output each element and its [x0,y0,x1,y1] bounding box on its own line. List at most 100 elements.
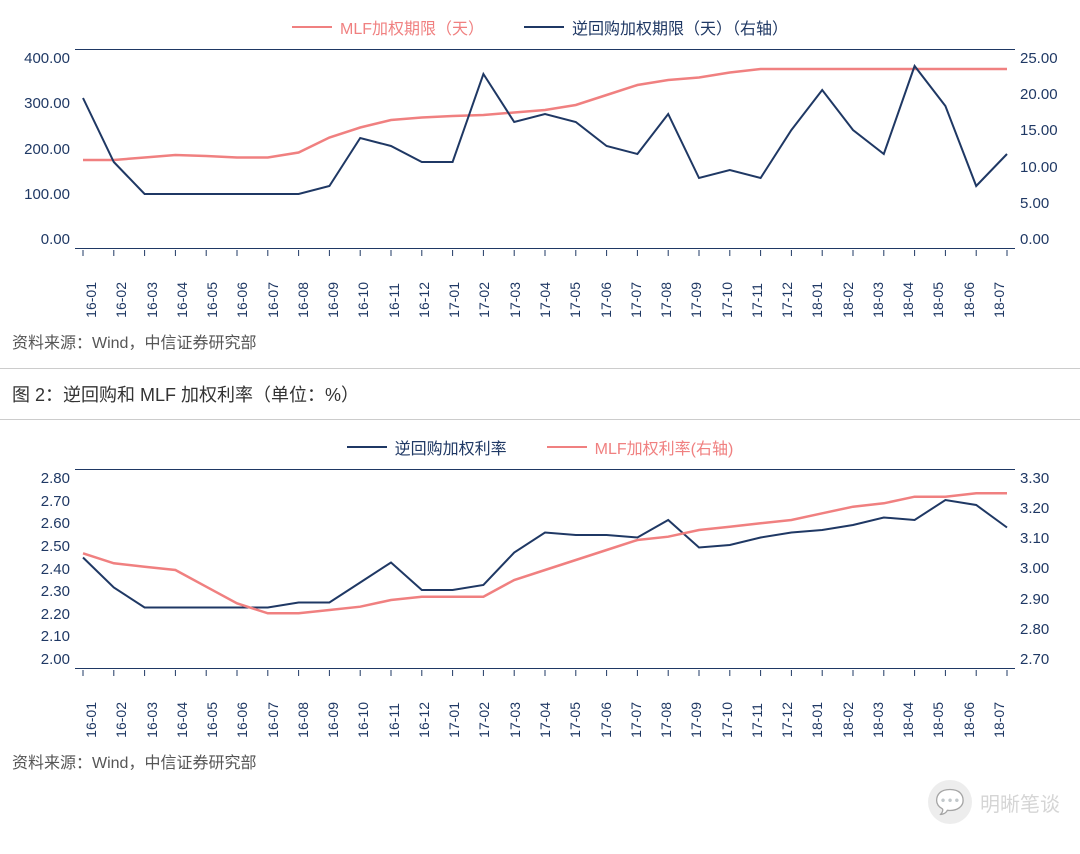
axis-tick-label: 3.30 [1020,470,1065,487]
x-tick-label: 17-12 [779,282,795,318]
axis-tick-label: 400.00 [20,50,70,67]
axis-tick-label: 2.80 [20,470,70,487]
x-tick-label: 16-10 [355,282,371,318]
x-tick-label: 16-12 [416,702,432,738]
x-tick-label: 18-05 [930,702,946,738]
x-tick-label: 18-06 [961,282,977,318]
x-tick-label: 17-08 [658,282,674,318]
x-tick-label: 17-03 [507,702,523,738]
legend-label-2: 逆回购加权期限（天）（右轴） [572,15,788,39]
axis-tick-label: 2.10 [20,628,70,645]
axis-tick-label: 2.50 [20,538,70,555]
axis-tick-label: 2.60 [20,515,70,532]
x-tick-label: 17-05 [567,282,583,318]
axis-tick-label: 2.70 [1020,651,1065,668]
x-tick-label: 16-11 [386,282,402,318]
x-tick-label: 16-09 [325,282,341,318]
axis-tick-label: 2.30 [20,583,70,600]
x-tick-label: 18-07 [991,702,1007,738]
x-tick-label: 18-01 [809,702,825,738]
x-tick-label: 16-07 [265,282,281,318]
x-tick-label: 16-05 [204,282,220,318]
x-tick-label: 17-12 [779,702,795,738]
x-tick-label: 17-04 [537,282,553,318]
x-tick-label: 17-01 [446,282,462,318]
axis-tick-label: 2.70 [20,493,70,510]
x-tick-label: 17-06 [598,282,614,318]
x-tick-label: 16-11 [386,702,402,738]
x-tick-label: 16-02 [113,702,129,738]
chart-1-plot-area: 400.00300.00200.00100.000.00 25.0020.001… [75,49,1015,249]
x-tick-label: 18-05 [930,282,946,318]
x-tick-label: 18-06 [961,702,977,738]
chart-2-legend: 逆回购加权利率 MLF加权利率(右轴) [10,420,1070,469]
axis-tick-label: 10.00 [1020,159,1065,176]
chart-2-y-axis-left: 2.80 2.70 2.60 2.50 2.40 2.30 2.20 2.10 2.00 [20,470,70,668]
x-tick-label: 16-07 [265,702,281,738]
x-tick-label: 17-02 [476,702,492,738]
x-tick-label: 16-12 [416,282,432,318]
chart-1-y-axis-right: 25.0020.0015.0010.005.000.00 [1020,50,1065,248]
x-tick-label: 16-01 [83,282,99,318]
axis-tick-label: 200.00 [20,141,70,158]
x-tick-label: 17-08 [658,702,674,738]
axis-tick-label: 100.00 [20,186,70,203]
x-tick-label: 18-04 [900,702,916,738]
axis-tick-label: 20.00 [1020,86,1065,103]
legend-item-mlf-rate: MLF加权利率(右轴) [547,435,734,459]
x-tick-label: 16-05 [204,702,220,738]
x-tick-label: 17-05 [567,702,583,738]
axis-tick-label: 2.90 [1020,591,1065,608]
x-tick-label: 16-03 [144,282,160,318]
x-tick-label: 17-09 [688,282,704,318]
x-tick-label: 16-01 [83,702,99,738]
x-tick-label: 18-03 [870,282,886,318]
axis-tick-label: 3.00 [1020,560,1065,577]
chart-1-y-axis-left: 400.00300.00200.00100.000.00 [20,50,70,248]
x-tick-label: 17-11 [749,282,765,318]
x-tick-label: 16-08 [295,282,311,318]
x-tick-label: 17-01 [446,702,462,738]
source-note-2: 资料来源：Wind，中信证券研究部 [12,749,1080,773]
legend-swatch-4 [547,446,587,448]
legend-label-3: 逆回购加权利率 [395,435,507,459]
chart-1-container: MLF加权期限（天） 逆回购加权期限（天）（右轴） 400.00300.0020… [10,0,1070,249]
axis-tick-label: 2.00 [20,651,70,668]
x-tick-label: 16-06 [234,702,250,738]
x-tick-label: 16-03 [144,702,160,738]
x-tick-label: 18-04 [900,282,916,318]
axis-tick-label: 25.00 [1020,50,1065,67]
x-tick-label: 16-04 [174,702,190,738]
chart-2-title: 图 2：逆回购和 MLF 加权利率（单位：%） [0,368,1080,420]
x-tick-label: 17-07 [628,702,644,738]
x-tick-label: 17-03 [507,282,523,318]
x-tick-label: 18-01 [809,282,825,318]
legend-swatch-1 [292,26,332,28]
axis-tick-label: 3.10 [1020,530,1065,547]
chart-2-svg [75,470,1015,670]
x-tick-label: 17-04 [537,702,553,738]
x-tick-label: 18-02 [840,702,856,738]
axis-tick-label: 2.80 [1020,621,1065,638]
watermark: 💬 明晰笔谈 [928,780,1060,824]
axis-tick-label: 0.00 [1020,231,1065,248]
chart-1-svg [75,50,1015,250]
x-tick-label: 18-07 [991,282,1007,318]
legend-item-reverse-repo-term: 逆回购加权期限（天）（右轴） [524,15,788,39]
axis-tick-label: 3.20 [1020,500,1065,517]
x-tick-label: 16-08 [295,702,311,738]
legend-label-4: MLF加权利率(右轴) [595,435,734,459]
axis-tick-label: 2.40 [20,561,70,578]
axis-tick-label: 15.00 [1020,122,1065,139]
x-tick-label: 17-02 [476,282,492,318]
x-tick-label: 16-02 [113,282,129,318]
legend-swatch-2 [524,26,564,28]
x-tick-label: 17-10 [719,282,735,318]
axis-tick-label: 2.20 [20,606,70,623]
x-tick-label: 18-02 [840,282,856,318]
chart-2-container: 逆回购加权利率 MLF加权利率(右轴) 2.80 2.70 2.60 2.50 2.40… [10,420,1070,669]
x-tick-label: 17-07 [628,282,644,318]
watermark-text: 明晰笔谈 [980,788,1060,817]
x-tick-label: 17-09 [688,702,704,738]
axis-tick-label: 300.00 [20,95,70,112]
